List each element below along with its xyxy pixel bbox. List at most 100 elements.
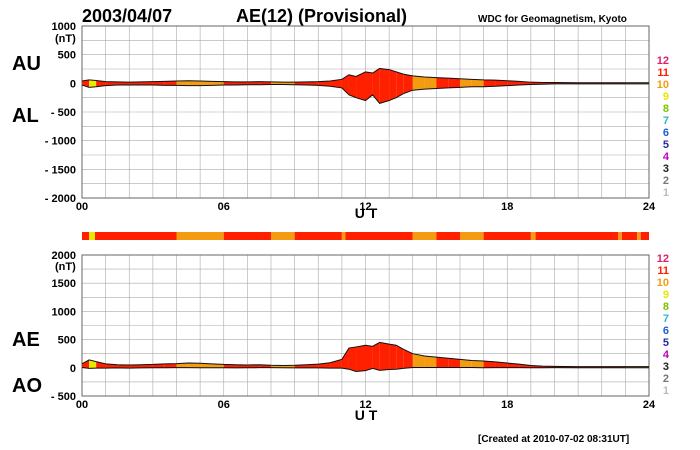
envelope-slice — [460, 359, 472, 368]
station-count-label: 6 — [663, 127, 669, 139]
y-tick-label: 1500 — [52, 278, 76, 290]
coverage-segment — [483, 232, 531, 240]
top-xaxis-label: U T — [355, 205, 378, 221]
y-tick-label: - 2000 — [45, 193, 76, 205]
x-tick-label: 06 — [218, 201, 230, 213]
envelope-slice — [223, 81, 236, 86]
coverage-segment — [341, 232, 346, 240]
envelope-slice — [356, 345, 366, 372]
coverage-segment — [176, 232, 224, 240]
envelope-slice — [424, 355, 437, 368]
station-count-label: 7 — [663, 313, 669, 325]
envelope-slice — [211, 363, 224, 368]
envelope-slice — [164, 363, 177, 368]
coverage-segment — [460, 232, 484, 240]
station-count-label: 11 — [657, 265, 669, 277]
envelope-slice — [141, 81, 153, 86]
station-count-label: 1 — [663, 187, 669, 199]
envelope-slice — [396, 71, 404, 98]
envelope-slice — [507, 80, 520, 86]
envelope-slice — [89, 359, 97, 369]
coverage-segment — [94, 232, 177, 240]
al-label: AL — [12, 105, 39, 127]
station-count-label: 1 — [663, 385, 669, 397]
station-count-label: 7 — [663, 115, 669, 127]
envelope-slice — [379, 68, 390, 104]
y-tick-label: 0 — [70, 363, 76, 375]
station-count-label: 12 — [657, 55, 669, 67]
y-tick-label: 1000 — [52, 306, 76, 318]
y-tick-label: 2000 — [52, 250, 76, 262]
au-label: AU — [12, 53, 41, 75]
envelope-slice — [318, 81, 331, 87]
top-unit-label: (nT) — [55, 33, 76, 45]
envelope-slice — [235, 81, 248, 86]
coverage-segment — [82, 232, 90, 240]
plot-frame — [81, 25, 650, 199]
envelope-slice — [448, 358, 460, 368]
y-tick-label: - 500 — [51, 107, 76, 119]
envelope-slice — [379, 342, 390, 371]
envelope-slice — [152, 81, 165, 86]
envelope-slice — [448, 78, 460, 88]
envelope-slice — [495, 80, 508, 87]
y-tick-label: 1000 — [52, 21, 76, 33]
coverage-segment — [535, 232, 619, 240]
y-tick-label: 500 — [58, 335, 76, 347]
envelope-slice — [235, 364, 248, 368]
station-count-label: 2 — [663, 175, 669, 187]
envelope-slice — [117, 81, 130, 86]
station-count-label: 3 — [663, 163, 669, 175]
station-count-label: 8 — [663, 301, 669, 313]
x-tick-label: 06 — [218, 399, 230, 411]
envelope-slice — [200, 81, 212, 86]
x-tick-label: 18 — [501, 201, 513, 213]
envelope-slice — [129, 81, 142, 86]
coverage-segment — [436, 232, 460, 240]
station-count-label: 3 — [663, 361, 669, 373]
station-count-label: 4 — [663, 349, 670, 361]
y-tick-label: - 1000 — [45, 136, 76, 148]
envelope-slice — [348, 346, 357, 372]
envelope-slice — [188, 80, 201, 86]
envelope-slice — [436, 77, 449, 89]
envelope-slice — [483, 79, 496, 87]
envelope-slice — [348, 74, 357, 98]
envelope-slice — [330, 79, 342, 88]
ao-series-line — [81, 367, 649, 372]
x-tick-label: 00 — [76, 399, 88, 411]
au-series-line — [81, 67, 649, 84]
envelope-slice — [412, 75, 425, 91]
envelope-slice — [211, 81, 224, 86]
envelope-slice — [341, 348, 349, 370]
x-tick-label: 24 — [643, 201, 656, 213]
envelope-slice — [96, 80, 106, 87]
chart-title: AE(12) (Provisional) — [236, 6, 407, 26]
station-count-label: 12 — [657, 253, 669, 265]
envelope-slice — [471, 79, 484, 87]
envelope-slice — [330, 359, 342, 369]
coverage-segment — [271, 232, 295, 240]
envelope-slice — [412, 353, 425, 368]
coverage-segment — [530, 232, 536, 240]
coverage-segment — [640, 232, 649, 240]
envelope-slice — [424, 77, 437, 90]
source-label: WDC for Geomagnetism, Kyoto — [478, 14, 627, 25]
station-count-label: 6 — [663, 325, 669, 337]
x-tick-label: 12 — [359, 399, 371, 411]
station-count-label: 10 — [657, 79, 669, 91]
station-count-label: 11 — [657, 67, 669, 79]
bottom-unit-label: (nT) — [55, 261, 76, 273]
al-series-line — [81, 83, 649, 104]
envelope-slice — [519, 364, 531, 368]
coverage-segment — [345, 232, 413, 240]
y-tick-label: - 1500 — [45, 164, 76, 176]
station-count-label: 9 — [663, 289, 669, 301]
envelope-slice — [82, 359, 90, 369]
envelope-slice — [117, 364, 130, 369]
envelope-slice — [471, 360, 484, 368]
envelope-slice — [436, 357, 449, 368]
ae-label: AE — [12, 329, 40, 351]
